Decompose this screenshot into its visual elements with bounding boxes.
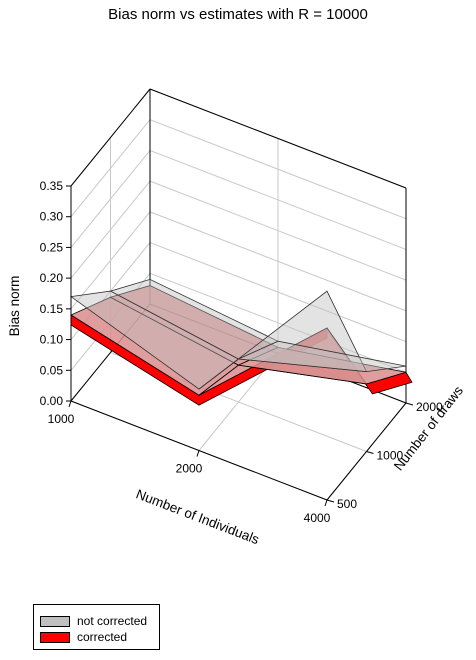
z-tick-label: 0.00 xyxy=(40,394,64,408)
x-tick-mark xyxy=(196,450,200,457)
x-tick-label: 1000 xyxy=(48,412,75,426)
x-tick-label: 2000 xyxy=(176,462,203,476)
z-axis-label: Bias norm xyxy=(7,276,22,337)
legend-item-not-corrected: not corrected xyxy=(40,614,147,628)
x-tick-label: 4000 xyxy=(304,511,331,525)
x-tick-mark xyxy=(324,499,328,507)
surface-patch-not-corrected xyxy=(236,340,407,373)
y-axis-label: Number of draws xyxy=(391,383,466,473)
box-edge-top-left xyxy=(70,88,151,187)
z-tick-label: 0.15 xyxy=(40,302,64,316)
legend-item-corrected: corrected xyxy=(40,630,127,644)
y-tick-label: 500 xyxy=(337,497,357,511)
x-axis-label: Number of Individuals xyxy=(134,486,262,547)
z-tick-label: 0.25 xyxy=(40,240,64,254)
legend: not corrected corrected xyxy=(33,604,160,650)
y-tick-label: 2000 xyxy=(416,400,443,414)
z-tick-label: 0.20 xyxy=(40,271,64,285)
y-tick-mark xyxy=(326,499,335,503)
y-tick-mark xyxy=(405,402,414,406)
z-tick-label: 0.10 xyxy=(40,333,64,347)
z-tick-label: 0.35 xyxy=(40,179,64,193)
box-edge-top-back xyxy=(149,88,407,189)
x-tick-mark xyxy=(68,400,72,408)
chart-title: Bias norm vs estimates with R = 10000 xyxy=(108,6,368,23)
legend-swatch-corrected xyxy=(40,631,70,643)
z-tick-label: 0.05 xyxy=(40,363,64,377)
legend-swatch-not-corrected xyxy=(40,615,70,627)
y-tick-label: 1000 xyxy=(377,449,404,463)
legend-label-corrected: corrected xyxy=(77,630,128,644)
z-tick-label: 0.30 xyxy=(40,210,64,224)
surface-layer xyxy=(69,279,413,406)
y-tick-mark xyxy=(366,451,374,454)
legend-label-not-corrected: not corrected xyxy=(77,614,148,628)
surface-plot: 0.00 0.05 0.10 0.15 0.20 0.25 0.30 0.35 1000 2000… xyxy=(7,88,466,547)
surface-patch-corrected xyxy=(237,346,407,385)
